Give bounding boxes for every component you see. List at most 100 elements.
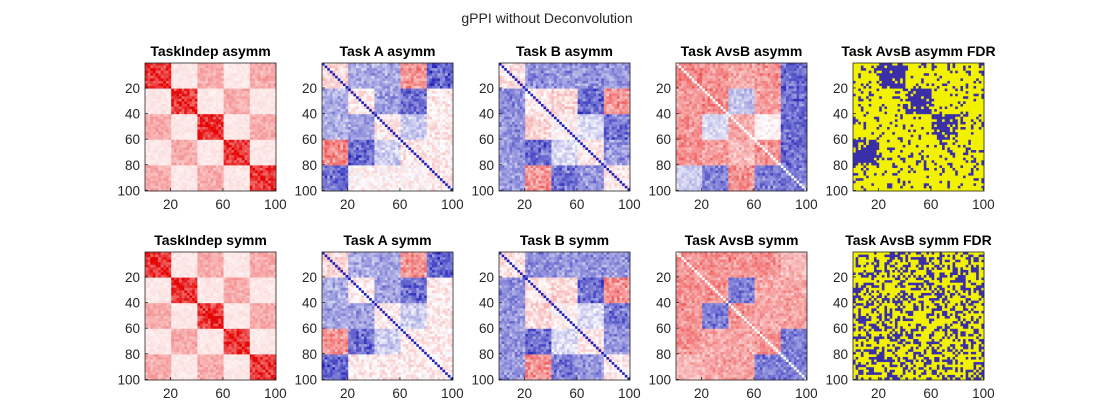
y-tick-label: 20 <box>125 270 140 285</box>
y-tick-label: 40 <box>656 107 671 122</box>
y-tick-label: 100 <box>294 183 317 198</box>
y-tick-label: 80 <box>656 158 671 173</box>
y-tick-label: 80 <box>833 158 848 173</box>
y-tick-label: 20 <box>125 81 140 96</box>
x-tick-label: 60 <box>392 386 407 401</box>
y-tick-label: 40 <box>833 107 848 122</box>
heatmap-image <box>145 252 276 380</box>
heatmap-panel-2: Task A asymm 20 40 60 80 100 20 60 100 <box>294 43 463 212</box>
heatmap-panel-6: TaskIndep symm 20 40 60 80 100 20 60 100 <box>117 232 286 401</box>
x-tick-label: 60 <box>215 197 230 212</box>
x-tick-label: 100 <box>618 197 641 212</box>
x-tick-label: 20 <box>163 197 178 212</box>
y-tick-label: 60 <box>479 321 494 336</box>
x-tick-label: 100 <box>972 197 995 212</box>
y-tick-label: 60 <box>479 132 494 147</box>
panel-title: Task A symm <box>343 232 431 248</box>
y-tick-label: 20 <box>833 270 848 285</box>
x-tick-label: 20 <box>871 386 886 401</box>
y-tick-label: 80 <box>125 158 140 173</box>
y-tick-label: 100 <box>117 183 140 198</box>
x-tick-label: 100 <box>441 197 464 212</box>
x-tick-label: 60 <box>569 197 584 212</box>
heatmap-image <box>145 63 276 191</box>
y-tick-label: 100 <box>471 183 494 198</box>
x-tick-label: 60 <box>215 386 230 401</box>
y-tick-label: 80 <box>125 347 140 362</box>
y-tick-label: 80 <box>479 158 494 173</box>
y-tick-label: 100 <box>648 372 671 387</box>
y-tick-label: 40 <box>302 296 317 311</box>
panel-title: Task B asymm <box>516 43 613 59</box>
y-tick-label: 60 <box>833 321 848 336</box>
heatmap-image <box>853 252 984 380</box>
y-tick-label: 40 <box>125 296 140 311</box>
panel-title: TaskIndep asymm <box>150 43 270 59</box>
x-tick-label: 20 <box>340 386 355 401</box>
panel-title: Task B symm <box>520 232 609 248</box>
y-tick-label: 20 <box>656 270 671 285</box>
x-tick-label: 100 <box>795 386 818 401</box>
y-tick-label: 60 <box>302 132 317 147</box>
y-tick-label: 100 <box>117 372 140 387</box>
x-tick-label: 20 <box>517 386 532 401</box>
y-tick-label: 20 <box>833 81 848 96</box>
y-tick-label: 20 <box>479 81 494 96</box>
y-tick-label: 20 <box>302 81 317 96</box>
y-tick-label: 100 <box>825 183 848 198</box>
x-tick-label: 20 <box>163 386 178 401</box>
y-tick-label: 40 <box>302 107 317 122</box>
y-tick-label: 20 <box>479 270 494 285</box>
panel-title: Task AvsB symm FDR <box>845 232 992 248</box>
x-tick-label: 100 <box>264 386 287 401</box>
x-tick-label: 100 <box>972 386 995 401</box>
heatmap-image <box>676 252 807 380</box>
y-tick-label: 40 <box>479 107 494 122</box>
heatmap-panel-3: Task B asymm 20 40 60 80 100 20 60 100 <box>471 43 640 212</box>
y-tick-label: 60 <box>656 321 671 336</box>
heatmap-image <box>499 252 630 380</box>
x-tick-label: 60 <box>392 197 407 212</box>
y-tick-label: 80 <box>833 347 848 362</box>
y-tick-label: 80 <box>479 347 494 362</box>
y-tick-label: 80 <box>302 347 317 362</box>
y-tick-label: 80 <box>302 158 317 173</box>
heatmap-image <box>676 63 807 191</box>
x-tick-label: 60 <box>569 386 584 401</box>
x-tick-label: 20 <box>340 197 355 212</box>
heatmap-image <box>853 63 984 191</box>
x-tick-label: 20 <box>694 386 709 401</box>
x-tick-label: 60 <box>746 197 761 212</box>
y-tick-label: 60 <box>125 321 140 336</box>
y-tick-label: 80 <box>656 347 671 362</box>
x-tick-label: 100 <box>441 386 464 401</box>
x-tick-label: 20 <box>871 197 886 212</box>
y-tick-label: 60 <box>656 132 671 147</box>
figure-title: gPPI without Deconvolution <box>461 10 632 26</box>
heatmap-image <box>499 63 630 191</box>
y-tick-label: 20 <box>656 81 671 96</box>
y-tick-label: 60 <box>833 132 848 147</box>
y-tick-label: 100 <box>294 372 317 387</box>
y-tick-label: 40 <box>833 296 848 311</box>
x-tick-label: 20 <box>517 197 532 212</box>
y-tick-label: 100 <box>648 183 671 198</box>
panel-title: Task A asymm <box>340 43 436 59</box>
y-tick-label: 100 <box>825 372 848 387</box>
y-tick-label: 40 <box>125 107 140 122</box>
x-tick-label: 100 <box>618 386 641 401</box>
y-tick-label: 100 <box>471 372 494 387</box>
heatmap-panel-4: Task AvsB asymm 20 40 60 80 100 20 60 100 <box>648 43 817 212</box>
panel-title: TaskIndep symm <box>154 232 267 248</box>
x-tick-label: 20 <box>694 197 709 212</box>
heatmap-panel-5: Task AvsB asymm FDR 20 40 60 80 100 20 60 100 <box>825 43 995 212</box>
x-tick-label: 100 <box>264 197 287 212</box>
x-tick-label: 100 <box>795 197 818 212</box>
panel-title: Task AvsB asymm <box>681 43 803 59</box>
x-tick-label: 60 <box>923 197 938 212</box>
panel-title: Task AvsB asymm FDR <box>841 43 995 59</box>
